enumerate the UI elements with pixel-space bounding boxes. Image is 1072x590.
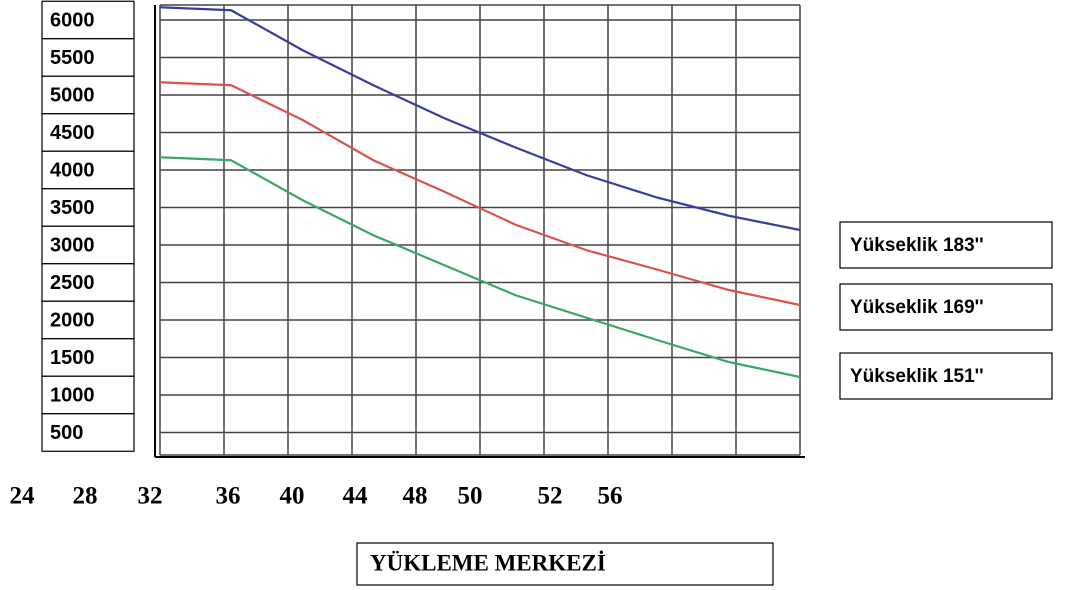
y-tick-label: 1500 bbox=[50, 347, 95, 369]
y-tick-label: 3000 bbox=[50, 234, 95, 256]
series-line bbox=[159, 81, 801, 307]
x-tick-label: 36 bbox=[216, 483, 241, 510]
y-tick-box bbox=[41, 38, 135, 77]
y-tick-box bbox=[41, 113, 135, 152]
legend-box bbox=[839, 352, 1053, 400]
y-tick-label: 5000 bbox=[50, 84, 95, 106]
y-tick-label: 5500 bbox=[50, 47, 95, 69]
x-tick-label: 40 bbox=[280, 483, 305, 510]
x-tick-label: 56 bbox=[598, 483, 623, 510]
y-tick-label: 500 bbox=[50, 422, 83, 444]
x-tick-label: 32 bbox=[138, 483, 163, 510]
y-tick-box bbox=[41, 338, 135, 377]
x-axis-title: YÜKLEME MERKEZİ bbox=[370, 550, 606, 575]
y-tick-label: 4000 bbox=[50, 159, 95, 181]
y-tick-box bbox=[41, 375, 135, 415]
y-tick-box bbox=[41, 225, 135, 265]
x-tick-label: 50 bbox=[458, 483, 483, 510]
legend-box bbox=[839, 221, 1053, 269]
x-tick-label: 24 bbox=[10, 483, 36, 510]
legend-label: Yükseklik 183'' bbox=[850, 235, 984, 256]
y-tick-label: 1000 bbox=[50, 384, 95, 406]
series-line bbox=[159, 6, 801, 232]
y-tick-label: 2500 bbox=[50, 272, 95, 294]
x-title-box bbox=[356, 542, 774, 586]
y-tick-label: 6000 bbox=[50, 9, 95, 31]
series-line bbox=[159, 156, 801, 379]
y-tick-label: 3500 bbox=[50, 197, 95, 219]
legend-box bbox=[839, 283, 1053, 331]
x-tick-label: 52 bbox=[538, 483, 563, 510]
legend-label: Yükseklik 151'' bbox=[850, 366, 984, 387]
x-tick-label: 44 bbox=[343, 483, 369, 510]
legend-label: Yükseklik 169'' bbox=[850, 297, 984, 318]
y-tick-box bbox=[41, 150, 135, 190]
x-tick-label: 28 bbox=[73, 483, 98, 510]
y-tick-box bbox=[41, 413, 135, 452]
x-tick-label: 48 bbox=[403, 483, 428, 510]
y-tick-box bbox=[41, 75, 135, 115]
y-tick-box bbox=[41, 188, 135, 227]
y-tick-label: 4500 bbox=[50, 122, 95, 144]
y-tick-label: 2000 bbox=[50, 309, 95, 331]
y-tick-box bbox=[41, 263, 135, 302]
